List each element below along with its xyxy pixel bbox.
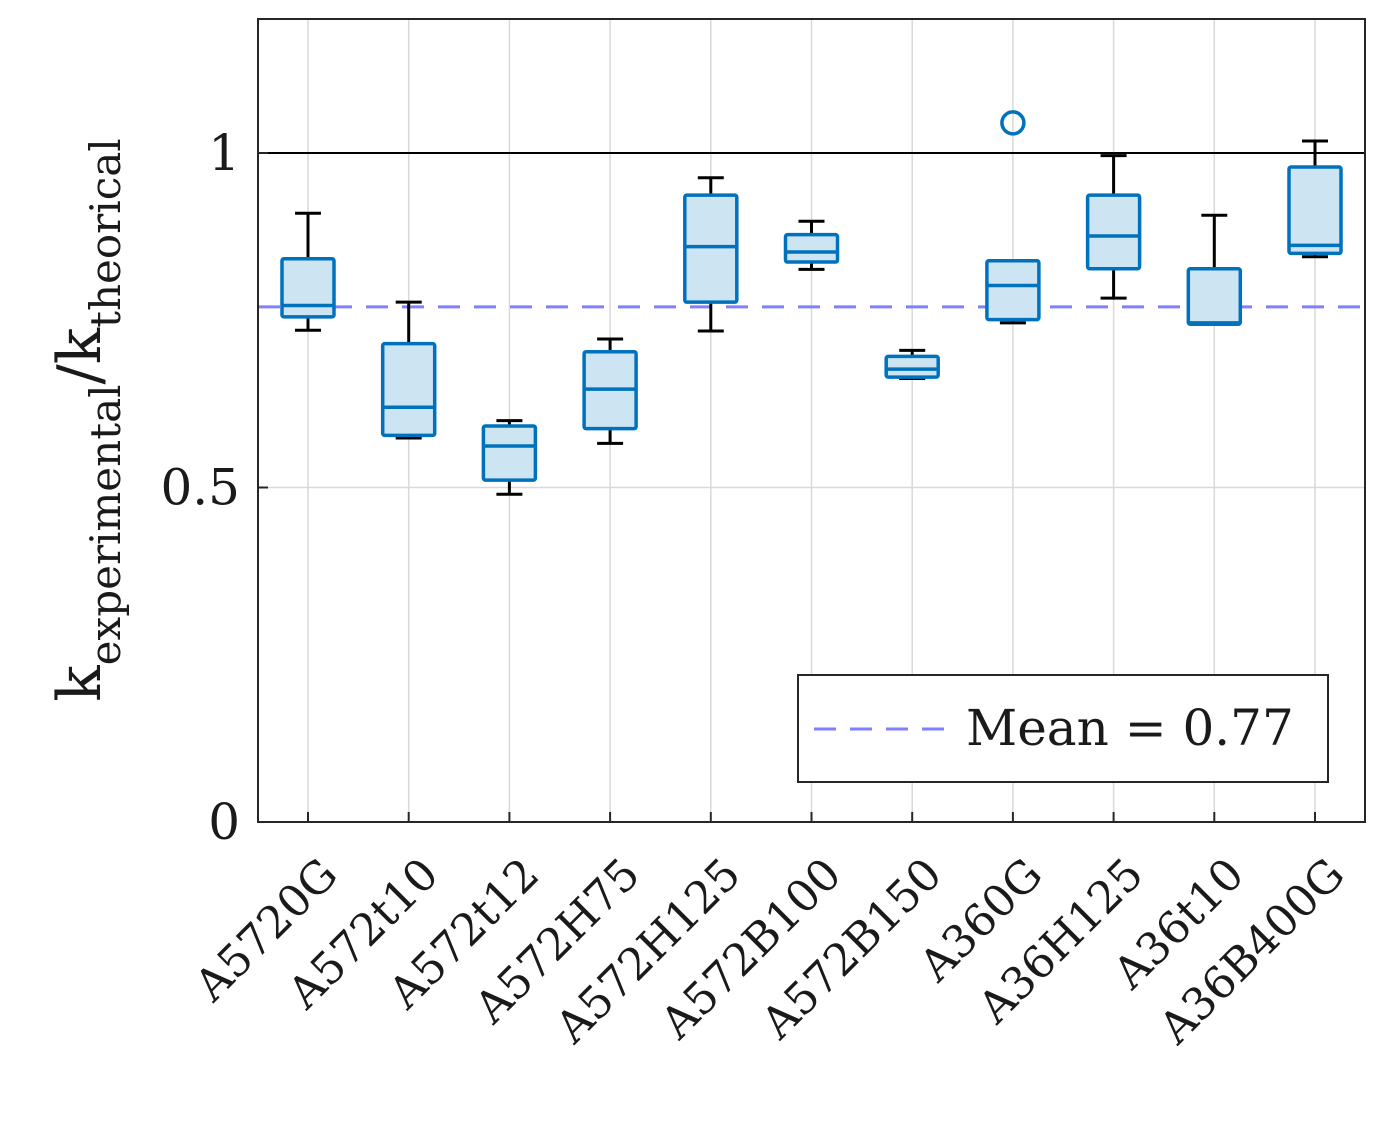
box-A360G [985,110,1041,325]
box-A5720G [280,211,336,332]
legend-mean-label: Mean = 0.77 [966,699,1294,757]
ylabel-sub1: experimental [81,384,130,665]
box-A572t12 [481,419,538,496]
box-A572B100 [783,219,840,271]
box-rect-A572B150 [884,354,940,379]
y-tick-label-1: 1 [208,124,240,182]
ylabel-slash: / [45,363,115,384]
boxes-group [280,110,1343,496]
x-axis-ticks: A5720GA572t10A572t12A572H75A572H125A572B… [185,812,1355,1055]
y-tick-label-0.5: 0.5 [160,459,240,517]
box-rect-A36H125 [1085,193,1142,271]
box-A572B150 [884,348,940,380]
box-rect-A36t10 [1186,266,1243,327]
y-axis-label: kexperimental/ktheorical [45,138,130,701]
box-A36H125 [1085,154,1142,300]
outlier-A360G-0 [1000,110,1026,136]
legend: Mean = 0.77 [797,674,1329,783]
box-rect-A572t10 [380,341,437,438]
box-A572H125 [683,176,739,333]
box-rect-A5720G [280,256,336,319]
y-axis-ticks: 00.51 [160,124,268,851]
box-rect-A360G [985,258,1041,322]
box-A572t10 [380,300,437,440]
ylabel-k1: k [45,665,115,702]
box-rect-A572H125 [683,193,739,304]
box-rect-A572B100 [783,232,840,264]
ylabel-k2: k [45,327,115,364]
box-A36B400G [1287,139,1343,259]
box-rect-A572t12 [481,424,538,482]
ylabel-sub2: theorical [81,138,130,328]
y-tick-label-0: 0 [208,793,240,851]
y-axis-label-text: kexperimental/ktheorical [45,138,130,701]
box-rect-A36B400G [1287,165,1343,256]
box-A36t10 [1186,213,1243,327]
box-A572H75 [582,337,638,445]
